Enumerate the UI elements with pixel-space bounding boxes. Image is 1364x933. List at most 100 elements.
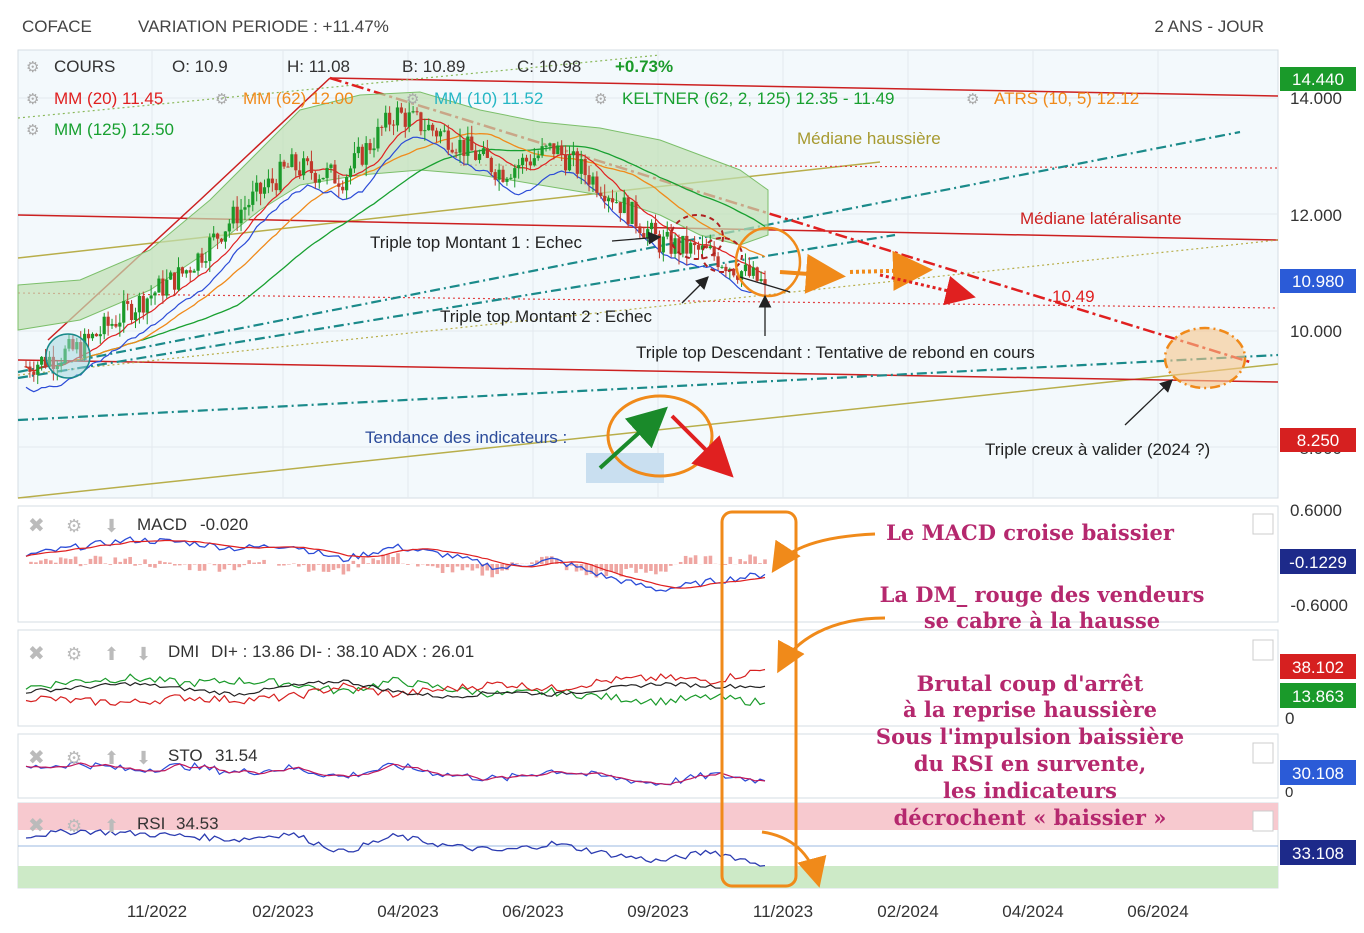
macd-hist-bar	[758, 563, 762, 564]
keltner-legend: KELTNER (62, 2, 125) 12.35 - 11.49	[622, 89, 895, 108]
macd-hist-bar	[233, 564, 237, 570]
candle-body	[431, 125, 434, 131]
macd-hist-bar	[366, 563, 370, 564]
macd-hist-bar	[461, 564, 465, 570]
macd-checkbox[interactable]	[1253, 514, 1273, 534]
candle-body	[498, 170, 501, 180]
macd-hist-bar	[54, 563, 58, 564]
rsi-checkbox[interactable]	[1253, 811, 1273, 831]
candle-body	[568, 155, 571, 170]
macd-hist-bar	[376, 560, 380, 564]
candle-body	[697, 245, 700, 250]
sto-checkbox[interactable]	[1253, 743, 1273, 763]
macd-hist-bar	[59, 557, 63, 564]
svg-text:RSI: RSI	[137, 814, 165, 833]
candle-body	[654, 223, 657, 234]
macd-hist-bar	[302, 564, 306, 565]
close-icon: ✖	[28, 515, 45, 537]
svg-text:0.6000: 0.6000	[1290, 501, 1342, 520]
svg-text:STO: STO	[168, 746, 203, 765]
macd-hist-bar	[178, 564, 182, 565]
macd-hist-bar	[113, 557, 117, 564]
candle-body	[318, 179, 321, 183]
tendance-box	[586, 453, 664, 483]
candle-body	[114, 324, 117, 327]
candle-body	[353, 153, 356, 168]
svg-text:0: 0	[1285, 784, 1293, 801]
close-value: C: 10.98	[517, 57, 581, 76]
macd-hist-bar	[728, 557, 732, 564]
candle-body	[329, 165, 332, 168]
macd-hist-bar	[123, 559, 127, 564]
candle-body	[384, 113, 387, 128]
macd-hist-bar	[94, 556, 98, 564]
candle-body	[275, 183, 278, 190]
macd-hist-bar	[44, 559, 48, 564]
macd-hist-bar	[530, 562, 534, 564]
atrs-legend: ATRS (10, 5) 12.12	[994, 89, 1139, 108]
candle-body	[142, 296, 145, 313]
candle-body	[400, 107, 403, 112]
macd-hist-bar	[287, 564, 291, 565]
macd-hist-bar	[158, 561, 162, 564]
macd-hist-bar	[198, 564, 202, 571]
candle-body	[537, 155, 540, 158]
candle-body	[451, 150, 454, 153]
macd-hist-bar	[724, 564, 728, 565]
candle-body	[623, 197, 626, 213]
candle-body	[642, 233, 645, 238]
candle-body	[298, 170, 301, 175]
candle-body	[556, 145, 559, 154]
candle-body	[263, 187, 266, 194]
macd-hist-bar	[322, 564, 326, 572]
candle-body	[290, 154, 293, 167]
macd-hist-bar	[262, 560, 266, 564]
gear-icon: ⚙	[26, 59, 39, 76]
candle-body	[744, 265, 747, 271]
candle-body	[36, 365, 39, 375]
candle-body	[419, 112, 422, 131]
macd-hist-bar	[188, 564, 192, 570]
macd-hist-bar	[257, 562, 261, 564]
macd-hist-bar	[109, 564, 113, 565]
price-y-axis: 14.000 12.000 10.000 8.000 14.440 10.980…	[1280, 67, 1356, 458]
candle-body	[333, 165, 336, 184]
macd-hist-bar	[118, 562, 122, 564]
gear-icon: ⚙	[406, 91, 419, 108]
svg-text:DI+ : 13.86 DI- : 38.10 ADX :: DI+ : 13.86 DI- : 38.10 ADX : 26.01	[211, 642, 474, 661]
candle-body	[634, 202, 637, 226]
svg-text:31.54: 31.54	[215, 746, 258, 765]
candle-body	[693, 243, 696, 245]
macd-hist-bar	[490, 564, 494, 577]
candle-body	[482, 148, 485, 154]
macd-hist-bar	[738, 559, 742, 564]
arrow-down-icon: ⬇	[104, 516, 119, 536]
macd-hist-bar	[689, 558, 693, 564]
cours-label: COURS	[54, 57, 115, 76]
macd-hist-bar	[342, 564, 346, 574]
candle-body	[314, 173, 317, 183]
macd-hist-bar	[436, 564, 440, 568]
candle-body	[681, 236, 684, 254]
dmi-checkbox[interactable]	[1253, 640, 1273, 660]
candle-body	[541, 146, 544, 155]
macd-hist-bar	[213, 564, 217, 565]
candle-body	[615, 202, 618, 203]
candle-body	[513, 168, 516, 178]
svg-text:10.000: 10.000	[1290, 322, 1342, 341]
candle-body	[486, 148, 489, 158]
gear-icon: ⚙	[26, 91, 39, 108]
macd-hist-bar	[684, 556, 688, 564]
candle-body	[103, 317, 106, 334]
mm10-legend: MM (10) 11.52	[434, 89, 543, 108]
svg-text:33.108: 33.108	[1292, 844, 1344, 863]
candle-body	[619, 202, 622, 213]
candle-body	[564, 155, 567, 171]
mm125-legend: MM (125) 12.50	[54, 120, 174, 139]
macd-hist-bar	[361, 557, 365, 564]
candle-body	[99, 334, 102, 336]
gear-icon: ⚙	[66, 644, 82, 664]
macd-hist-bar	[39, 560, 43, 564]
macd-hist-bar	[471, 564, 475, 571]
macd-hist-bar	[237, 564, 241, 567]
